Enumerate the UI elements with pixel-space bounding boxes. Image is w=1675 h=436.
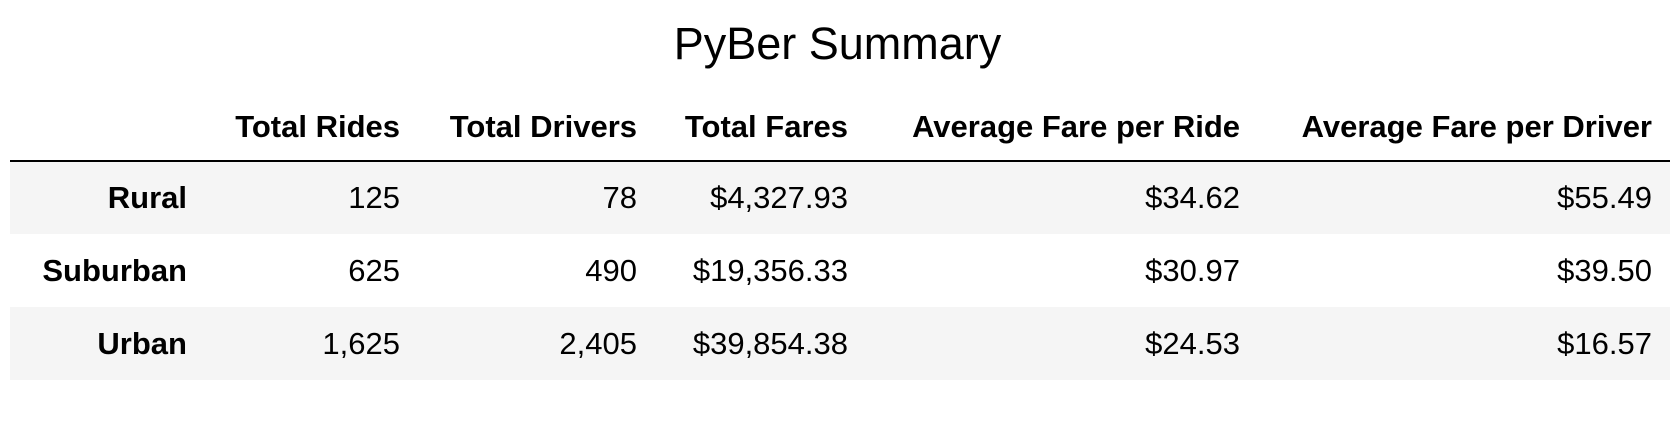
table-row: Urban 1,625 2,405 $39,854.38 $24.53 $16.… — [10, 307, 1670, 380]
avg-fare-per-driver-cell: $55.49 — [1557, 180, 1652, 215]
row-label: Urban — [97, 325, 187, 361]
total-fares-cell: $39,854.38 — [692, 325, 848, 361]
total-fares-cell: $4,327.93 — [710, 180, 848, 215]
avg-fare-per-ride-cell: $24.53 — [1145, 325, 1240, 361]
row-label: Rural — [107, 180, 187, 215]
table-row: Rural 125 78 $4,327.93 $34.62 $55.49 — [10, 161, 1670, 234]
table-header: Total Rides Total Drivers Total Fares Av… — [10, 108, 1670, 161]
avg-fare-per-ride-cell: $30.97 — [1145, 252, 1240, 288]
total-rides-cell: 125 — [348, 180, 400, 215]
header-average-fare-per-driver: Average Fare per Driver — [1301, 109, 1652, 144]
total-fares-cell: $19,356.33 — [692, 252, 848, 288]
total-rides-cell: 1,625 — [322, 325, 400, 361]
summary-table: Total Rides Total Drivers Total Fares Av… — [10, 108, 1670, 380]
header-total-fares: Total Fares — [684, 109, 848, 144]
row-label: Suburban — [42, 252, 187, 288]
avg-fare-per-driver-cell: $39.50 — [1557, 252, 1652, 288]
table-title: PyBer Summary — [673, 18, 1002, 69]
header-average-fare-per-ride: Average Fare per Ride — [912, 109, 1240, 144]
header-index-cell — [10, 108, 205, 161]
avg-fare-per-driver-cell: $16.57 — [1557, 325, 1652, 361]
avg-fare-per-ride-cell: $34.62 — [1145, 180, 1240, 215]
header-total-rides: Total Rides — [235, 109, 400, 144]
table-row: Suburban 625 490 $19,356.33 $30.97 $39.5… — [10, 234, 1670, 307]
total-rides-cell: 625 — [348, 252, 400, 288]
total-drivers-cell: 2,405 — [559, 325, 637, 361]
header-row: Total Rides Total Drivers Total Fares Av… — [10, 108, 1670, 161]
total-drivers-cell: 490 — [585, 252, 637, 288]
header-total-drivers: Total Drivers — [449, 109, 637, 144]
table-body: Rural 125 78 $4,327.93 $34.62 $55.49 Sub… — [10, 161, 1670, 380]
total-drivers-cell: 78 — [602, 180, 637, 215]
